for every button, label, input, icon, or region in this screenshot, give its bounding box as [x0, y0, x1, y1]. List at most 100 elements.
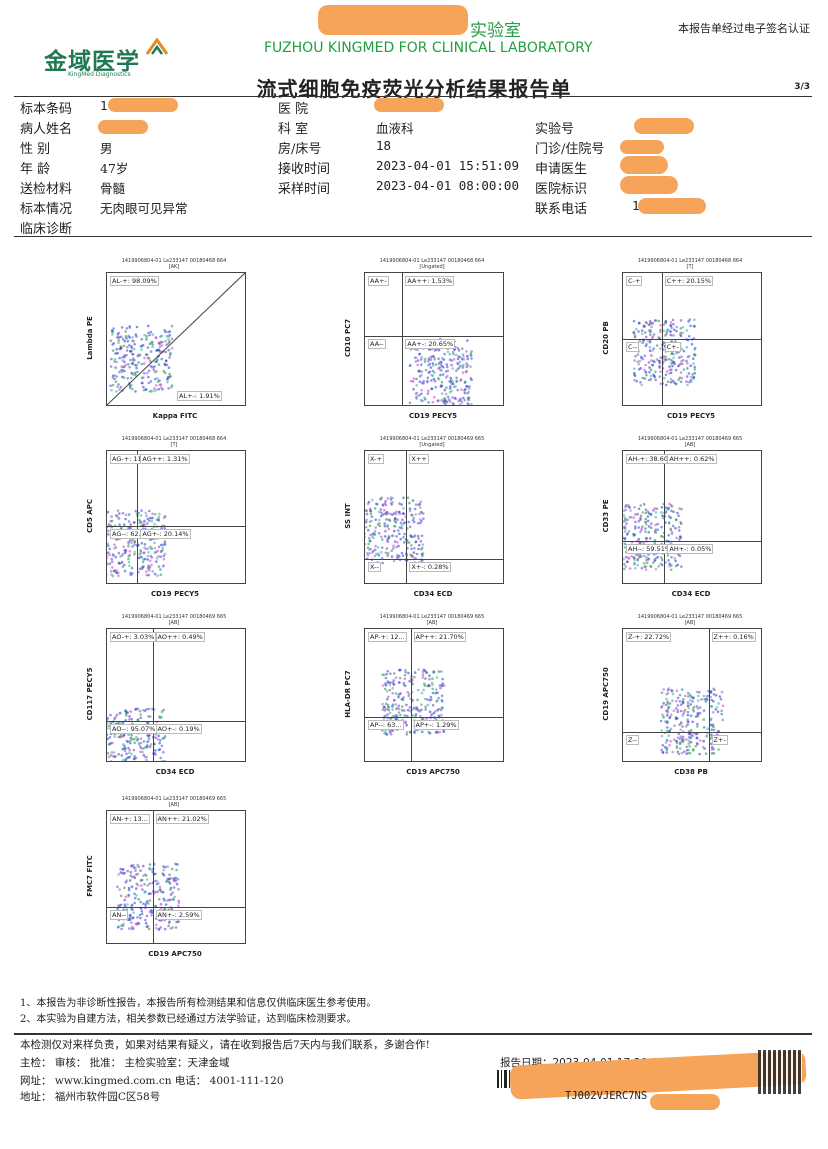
scatter-cloud: [659, 687, 725, 756]
disclaimer: 本检测仅对来样负责，如果对结果有疑义，请在收到报告后7天内与我们联系，多谢合作!: [20, 1039, 430, 1051]
info-label: 医院标识: [535, 182, 588, 197]
x-axis-label: CD19 PECY5: [408, 412, 458, 420]
quadrant-label: AO-+: 3.03%: [110, 632, 157, 642]
plot-gate-name: [AK]: [168, 264, 180, 270]
flow-plot: 1419906804-01 Le233147 00180468 664 [T] C-…: [600, 258, 780, 428]
gate-line: [365, 559, 503, 561]
plot-area: AP-+: 12... AP++: 21.70% AP--: 63... AP+-: …: [364, 628, 504, 762]
address: 地址： 福州市软件园C区58号: [20, 1091, 161, 1103]
info-value: 1: [632, 198, 640, 213]
plot-gate-name: [T]: [170, 442, 178, 448]
plot-area: AN-+: 13... AN++: 21.02% AN-- AN+-: 2.59%: [106, 810, 246, 944]
plot-header: 1419906804-01 Le233147 00180468 664: [121, 436, 227, 442]
quadrant-label: X++: [409, 454, 429, 464]
info-label: 接收时间: [278, 162, 331, 177]
scatter-cloud: [623, 502, 683, 572]
report-title: 流式细胞免疫荧光分析结果报告单: [256, 77, 572, 101]
gate-line: [152, 811, 154, 943]
plot-gate-name: [AB]: [426, 620, 438, 626]
info-label: 临床诊断: [20, 222, 73, 237]
quadrant-label: C-+: [626, 276, 643, 286]
info-value: 无肉眼可见异常: [100, 201, 188, 216]
note-line: 2、本实验为自建方法，相关参数已经通过方法学验证，达到临床检测要求。: [20, 1014, 357, 1025]
quadrant-label: X-+: [368, 454, 384, 464]
quadrant-label: X--: [368, 562, 381, 573]
plot-gate-name: [Ungated]: [419, 442, 445, 448]
redaction: [374, 98, 444, 112]
flow-plot: 1419906804-01 Le233147 00180469 665 [AB] Z…: [600, 614, 780, 784]
info-value: 2023-04-01 15:51:09: [376, 158, 519, 173]
scatter-cloud: [107, 509, 167, 578]
redaction: [620, 176, 678, 194]
x-axis-label: CD34 ECD: [155, 768, 195, 776]
gate-line: [365, 717, 503, 719]
page-number: 3/3: [794, 82, 810, 92]
info-row: 标本情况 无肉眼可见异常 联系电话 1: [20, 198, 810, 218]
flow-plot: 1419906804-01 Le233147 00180469 665 [AB] A…: [84, 614, 264, 784]
quadrant-label: C++: 20.15%: [664, 276, 714, 286]
info-value: 男: [100, 141, 113, 156]
gate-line: [402, 273, 404, 405]
info-label: 科 室: [278, 122, 309, 137]
x-axis-label: CD19 PECY5: [150, 590, 200, 598]
redaction: [318, 5, 468, 35]
quadrant-label: C--: [626, 342, 640, 352]
logo-mark-icon: [145, 37, 169, 55]
info-label: 采样时间: [278, 182, 331, 197]
plot-gate-name: [AB]: [168, 620, 180, 626]
y-axis-label: CD19 APC750: [602, 667, 610, 721]
quadrant-label: AL+-: 1.91%: [177, 391, 222, 401]
info-label: 送检材料: [20, 182, 73, 197]
quadrant-label: C+-: [664, 342, 681, 352]
x-axis-label: CD19 APC750: [148, 950, 202, 958]
quadrant-label: AP+-: 1.29%: [413, 720, 459, 731]
plot-area: AO-+: 3.03% AO++: 0.49% AO--: 95.07% AO+-: …: [106, 628, 246, 762]
info-row: 送检材料 骨髓 采样时间 2023-04-01 08:00:00 医院标识: [20, 178, 810, 198]
gate-line: [623, 731, 761, 733]
scatter-cloud: [107, 707, 167, 761]
lab-name-en: FUZHOU KINGMED FOR CLINICAL LABORATORY: [264, 40, 593, 56]
redaction: [650, 1094, 720, 1110]
quadrant-label: AH+-: 0.05%: [667, 543, 714, 554]
flow-plot: 1419906804-01 Le233147 00180469 665 [Unga…: [342, 436, 522, 606]
redaction: [108, 98, 178, 112]
info-row: 性 别 男 房/床号 18 门诊/住院号: [20, 138, 810, 158]
x-axis-label: Kappa FITC: [152, 412, 198, 420]
info-value: 血液科: [376, 121, 414, 136]
quadrant-label: AN--: [110, 910, 128, 921]
kingmed-logo: 金域医学 KingMed Diagnostics: [44, 32, 174, 82]
quadrant-label: AP--: 63...: [368, 720, 404, 731]
info-row: 标本条码 1 医 院: [20, 98, 810, 118]
plot-area: AG-+: 11.85% AG++: 1.31% AG--: 62.71% AG+-:…: [106, 450, 246, 584]
divider: [14, 1033, 812, 1035]
divider: [14, 236, 812, 237]
redaction: [634, 118, 694, 134]
qr-code-icon: [758, 1050, 802, 1094]
info-value: 47岁: [100, 161, 129, 176]
signers-line: 主检： 审核： 批准： 主检实验室：天津金域: [20, 1057, 230, 1069]
scatter-cloud: [116, 862, 181, 932]
plot-header: 1419906804-01 Le233147 00180469 665: [637, 614, 743, 620]
quadrant-label: X+-: 0.28%: [409, 562, 451, 573]
quadrant-label: Z-+: 22.72%: [626, 632, 672, 642]
signature-note: 本报告单经过电子签名认证: [678, 22, 810, 35]
website-phone: 网址： www.kingmed.com.cn 电话： 4001-111-120: [20, 1075, 284, 1087]
quadrant-label: AA--: [368, 339, 386, 350]
scatter-cloud: [107, 273, 245, 405]
y-axis-label: CD10 PC7: [344, 318, 352, 358]
flow-plot: 1419906804-01 Le233147 00180469 665 [AB] A…: [342, 614, 522, 784]
quadrant-label: AH--: 59.51%: [626, 543, 674, 554]
quadrant-label: AL-+: 98.09%: [110, 276, 159, 286]
redaction: [98, 120, 148, 134]
plot-area: C-+ C++: 20.15% C-- C+-: [622, 272, 762, 406]
gate-line: [107, 526, 245, 528]
quadrant-label: AA++: 1.53%: [405, 276, 455, 286]
info-label: 申请医生: [535, 162, 588, 177]
plot-area: AA+- AA++: 1.53% AA-- AA+-: 20.65%: [364, 272, 504, 406]
info-label: 医 院: [278, 102, 309, 117]
plot-area: X-+ X++ X-- X+-: 0.28%: [364, 450, 504, 584]
quadrant-label: AH++: 0.62%: [667, 454, 717, 464]
info-row: 临床诊断: [20, 218, 810, 238]
plot-area: AH-+: 38.60% AH++: 0.62% AH--: 59.51% AH+-:…: [622, 450, 762, 584]
gate-line: [664, 451, 666, 583]
